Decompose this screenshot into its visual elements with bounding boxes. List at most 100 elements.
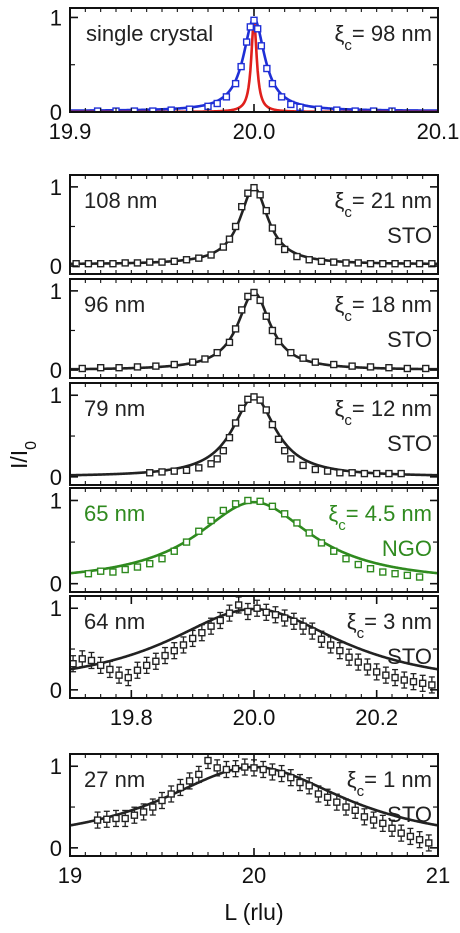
substrate-label: NGO: [382, 536, 432, 561]
data-point: [133, 666, 142, 674]
data-point: [244, 292, 252, 301]
data-point: [287, 100, 295, 109]
data-point: [179, 641, 188, 649]
sample-label: 27 nm: [84, 767, 145, 792]
xi-subscript: c: [338, 517, 346, 534]
data-point: [287, 348, 295, 357]
data-point: [87, 656, 96, 665]
data-point: [188, 358, 197, 366]
substrate-label: STO: [387, 644, 432, 669]
y-tick-label: 1: [50, 383, 62, 408]
data-point: [397, 829, 405, 837]
xi-value: = 12 nm: [352, 396, 432, 421]
data-point: [115, 364, 123, 372]
data-point: [415, 260, 424, 268]
data-point: [323, 793, 332, 801]
data-point: [274, 237, 283, 246]
data-point: [231, 419, 240, 427]
data-point: [296, 778, 304, 787]
data-point: [225, 338, 234, 347]
data-point: [176, 783, 185, 792]
data-point: [195, 464, 203, 472]
data-point: [146, 258, 154, 266]
data-point: [287, 455, 295, 463]
data-point: [195, 770, 203, 779]
data-point: [152, 657, 160, 665]
data-point: [170, 467, 178, 475]
xi-symbol: ξ: [347, 609, 357, 634]
data-point: [124, 673, 132, 682]
data-point: [115, 671, 123, 679]
data-point: [195, 527, 203, 535]
data-point: [280, 614, 289, 622]
xi-subscript: c: [344, 204, 352, 221]
data-point: [231, 79, 240, 88]
correlation-length-label: ξc= 21 nm: [335, 188, 432, 221]
data-point: [268, 79, 277, 88]
data-point: [204, 756, 212, 765]
x-tick-label: 20.2: [355, 705, 398, 730]
y-tick-label: 1: [50, 279, 62, 304]
data-point: [391, 673, 399, 682]
data-point: [403, 364, 412, 373]
xi-symbol: ξ: [335, 292, 345, 317]
y-tick-label: 1: [50, 596, 62, 621]
sample-label: 64 nm: [84, 609, 145, 634]
xi-subscript: c: [344, 37, 352, 54]
data-point: [207, 516, 215, 525]
data-point: [391, 569, 399, 578]
xi-value: = 3 nm: [364, 609, 432, 634]
data-point: [130, 811, 139, 819]
data-point: [244, 496, 252, 505]
data-point: [262, 406, 270, 414]
data-point: [213, 455, 221, 463]
y-tick-label: 0: [50, 254, 62, 279]
data-point: [348, 362, 356, 370]
data-point: [330, 547, 338, 555]
data-point: [369, 816, 378, 824]
data-point: [403, 260, 412, 268]
data-point: [231, 500, 240, 508]
fit-curve-green: [70, 500, 438, 575]
data-point: [185, 777, 194, 785]
data-point: [246, 23, 255, 31]
data-point: [372, 469, 381, 478]
xi-symbol: ξ: [335, 396, 345, 421]
data-point: [360, 469, 369, 478]
data-point: [225, 235, 234, 243]
correlation-length-label: ξc= 3 nm: [347, 609, 432, 642]
data-point: [146, 469, 154, 477]
y-tick-label: 0: [50, 465, 62, 490]
data-point: [170, 257, 178, 266]
data-point: [103, 815, 111, 823]
correlation-length-label: ξc= 18 nm: [335, 292, 432, 325]
data-point: [403, 571, 412, 580]
data-point: [133, 363, 142, 371]
data-point: [152, 362, 160, 370]
data-point: [274, 337, 283, 346]
substrate-label: STO: [387, 327, 432, 352]
data-point: [277, 769, 286, 778]
data-point: [317, 257, 326, 266]
data-point: [253, 25, 262, 33]
x-tick-label: 20: [242, 863, 266, 888]
data-point: [336, 646, 344, 655]
data-point: [216, 616, 224, 625]
y-tick-label: 1: [50, 175, 62, 200]
sample-label: 79 nm: [84, 396, 145, 421]
data-point: [406, 832, 415, 841]
plot-area: [70, 393, 438, 478]
data-point: [96, 567, 105, 575]
sample-label: 65 nm: [84, 501, 145, 526]
y-axis-label: I/I0: [6, 441, 40, 469]
data-point: [207, 460, 215, 468]
y-tick-label: 1: [50, 5, 62, 30]
data-point: [366, 363, 375, 371]
x-tick-label: 20.1: [417, 119, 460, 144]
data-point: [133, 563, 142, 571]
data-point: [354, 259, 362, 267]
data-point: [213, 348, 221, 357]
correlation-length-label: ξc= 12 nm: [335, 396, 432, 429]
